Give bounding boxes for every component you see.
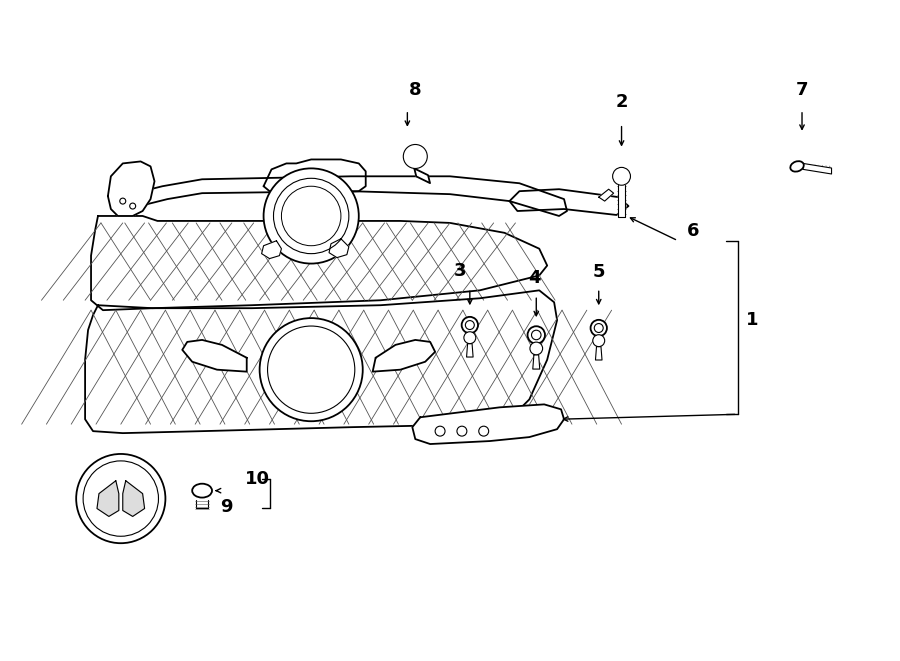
Text: 5: 5 [592,264,605,282]
Circle shape [532,330,541,340]
Text: 2: 2 [616,93,628,111]
Text: 9: 9 [220,498,232,516]
Polygon shape [264,159,365,195]
Polygon shape [122,176,567,216]
Polygon shape [803,163,832,174]
Text: 8: 8 [409,81,421,99]
Polygon shape [122,481,145,516]
Polygon shape [108,161,155,216]
Circle shape [274,178,349,254]
Ellipse shape [193,484,212,498]
Text: 4: 4 [528,270,541,288]
Text: 10: 10 [245,470,270,488]
Polygon shape [86,290,557,433]
Polygon shape [509,189,628,215]
Polygon shape [466,344,473,357]
Polygon shape [97,481,119,516]
Polygon shape [618,185,625,217]
Polygon shape [408,148,422,165]
Circle shape [594,323,603,332]
Circle shape [464,332,476,344]
Circle shape [465,321,474,329]
Circle shape [530,342,543,355]
Circle shape [527,327,545,344]
Circle shape [590,320,607,336]
Polygon shape [533,355,540,369]
Text: 7: 7 [796,81,808,99]
Circle shape [259,318,363,421]
Circle shape [613,167,631,185]
Polygon shape [598,189,614,201]
Polygon shape [329,239,349,258]
Polygon shape [616,171,628,182]
Circle shape [76,454,166,543]
Ellipse shape [790,161,804,172]
Circle shape [593,334,605,346]
Polygon shape [596,346,602,360]
Circle shape [267,326,355,413]
Circle shape [264,169,359,264]
Polygon shape [183,340,247,371]
Circle shape [403,145,427,169]
Polygon shape [414,169,430,183]
Circle shape [462,317,478,333]
Text: 3: 3 [454,262,466,280]
Polygon shape [373,340,435,371]
Polygon shape [91,216,547,310]
Text: 1: 1 [746,311,759,329]
Polygon shape [412,405,564,444]
Polygon shape [262,241,282,258]
Text: 6: 6 [687,222,699,240]
